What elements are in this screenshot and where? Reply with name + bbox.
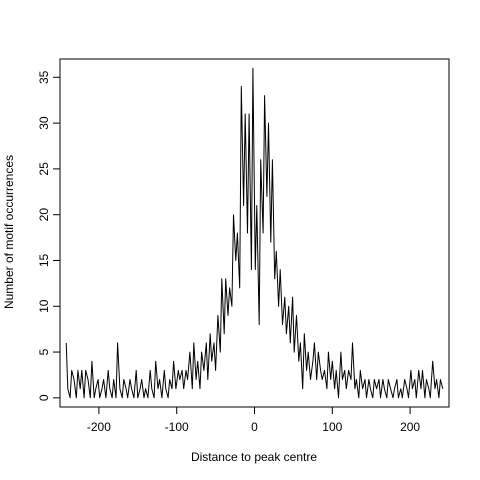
- x-tick-label: 100: [322, 420, 342, 434]
- y-axis-title: Number of motif occurrences: [2, 155, 16, 309]
- x-tick-label: 0: [251, 420, 258, 434]
- x-tick-label: -100: [165, 420, 189, 434]
- y-tick-label: 10: [37, 299, 51, 313]
- y-tick-label: 5: [37, 348, 51, 355]
- y-tick-label: 15: [37, 253, 51, 267]
- series-line: [65, 67, 444, 399]
- x-axis-title: Distance to peak centre: [191, 450, 317, 464]
- y-tick-label: 20: [37, 208, 51, 222]
- y-tick-label: 25: [37, 162, 51, 176]
- y-tick-label: 35: [37, 70, 51, 84]
- x-axis: -200 -100 0 100 200: [87, 406, 420, 434]
- x-tick-label: -200: [87, 420, 111, 434]
- y-axis: 0 5 10 15 20 25 30 35: [37, 70, 61, 401]
- y-tick-label: 0: [37, 394, 51, 401]
- y-tick-label: 30: [37, 116, 51, 130]
- x-tick-label: 200: [400, 420, 420, 434]
